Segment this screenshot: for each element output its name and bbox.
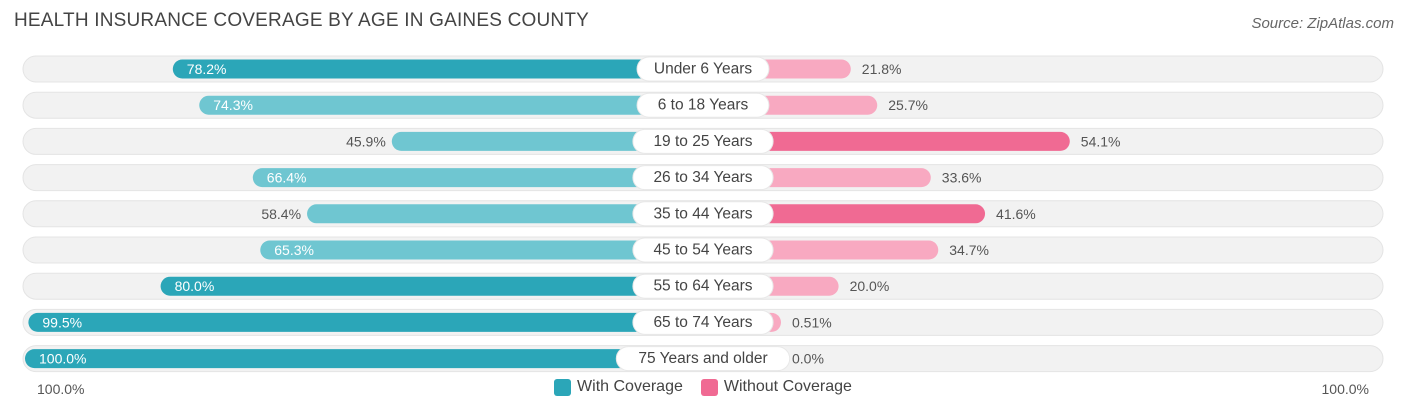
category-pill — [632, 165, 774, 191]
label-with-coverage: 74.3% — [213, 97, 253, 113]
label-with-coverage: 58.4% — [261, 206, 301, 222]
category-pill — [636, 56, 770, 82]
label-without-coverage: 33.6% — [942, 170, 982, 186]
legend-swatch-without-coverage — [700, 378, 718, 396]
label-without-coverage: 21.8% — [862, 61, 902, 77]
bar-with-coverage — [199, 95, 703, 115]
bar-with-coverage — [307, 204, 703, 224]
category-label: 75 Years and older — [638, 350, 767, 367]
source-label: Source: ZipAtlas.com — [1251, 15, 1394, 32]
label-without-coverage: 20.0% — [850, 278, 890, 294]
axis-right-label: 100.0% — [1321, 381, 1369, 397]
label-with-coverage: 100.0% — [39, 351, 86, 367]
label-without-coverage: 25.7% — [888, 97, 928, 113]
legend: With Coverage Without Coverage — [0, 378, 1406, 396]
legend-swatch-with-coverage — [554, 378, 572, 396]
label-without-coverage: 0.51% — [792, 314, 832, 330]
axis-left-label: 100.0% — [37, 381, 85, 397]
category-label: 65 to 74 Years — [653, 314, 752, 331]
category-label: 45 to 54 Years — [653, 242, 752, 259]
legend-with-coverage: With Coverage — [554, 378, 683, 396]
category-pill — [636, 92, 770, 118]
legend-without-coverage: Without Coverage — [700, 378, 852, 396]
chart-title: HEALTH INSURANCE COVERAGE BY AGE IN GAIN… — [14, 10, 589, 31]
bar-with-coverage — [260, 240, 703, 260]
label-with-coverage: 66.4% — [267, 170, 307, 186]
bar-with-coverage — [391, 131, 703, 151]
category-pill — [632, 201, 774, 227]
category-pill — [632, 309, 774, 335]
category-label: 55 to 64 Years — [653, 278, 752, 295]
category-label: 26 to 34 Years — [653, 169, 752, 186]
category-pill — [632, 128, 774, 154]
label-with-coverage: 45.9% — [346, 133, 386, 149]
bar-with-coverage — [252, 168, 704, 188]
label-with-coverage: 78.2% — [187, 61, 227, 77]
bar-with-coverage — [25, 349, 703, 369]
label-without-coverage: 0.0% — [792, 351, 824, 367]
label-with-coverage: 65.3% — [274, 242, 314, 258]
category-pill — [632, 273, 774, 299]
category-label: 19 to 25 Years — [653, 133, 752, 150]
bar-with-coverage — [160, 276, 704, 296]
label-without-coverage: 41.6% — [996, 206, 1036, 222]
category-pill — [632, 237, 774, 263]
bar-without-coverage — [703, 204, 986, 224]
bar-without-coverage — [703, 131, 1070, 151]
legend-label-without-coverage: Without Coverage — [723, 378, 852, 395]
label-without-coverage: 34.7% — [949, 242, 989, 258]
label-with-coverage: 99.5% — [42, 314, 82, 330]
category-label: Under 6 Years — [654, 61, 752, 78]
legend-label-with-coverage: With Coverage — [577, 378, 683, 395]
category-label: 35 to 44 Years — [653, 205, 752, 222]
label-with-coverage: 80.0% — [175, 278, 215, 294]
bar-with-coverage — [172, 59, 703, 79]
category-pill — [615, 346, 791, 372]
bar-with-coverage — [28, 312, 703, 332]
category-label: 6 to 18 Years — [658, 97, 749, 114]
label-without-coverage: 54.1% — [1081, 133, 1121, 149]
